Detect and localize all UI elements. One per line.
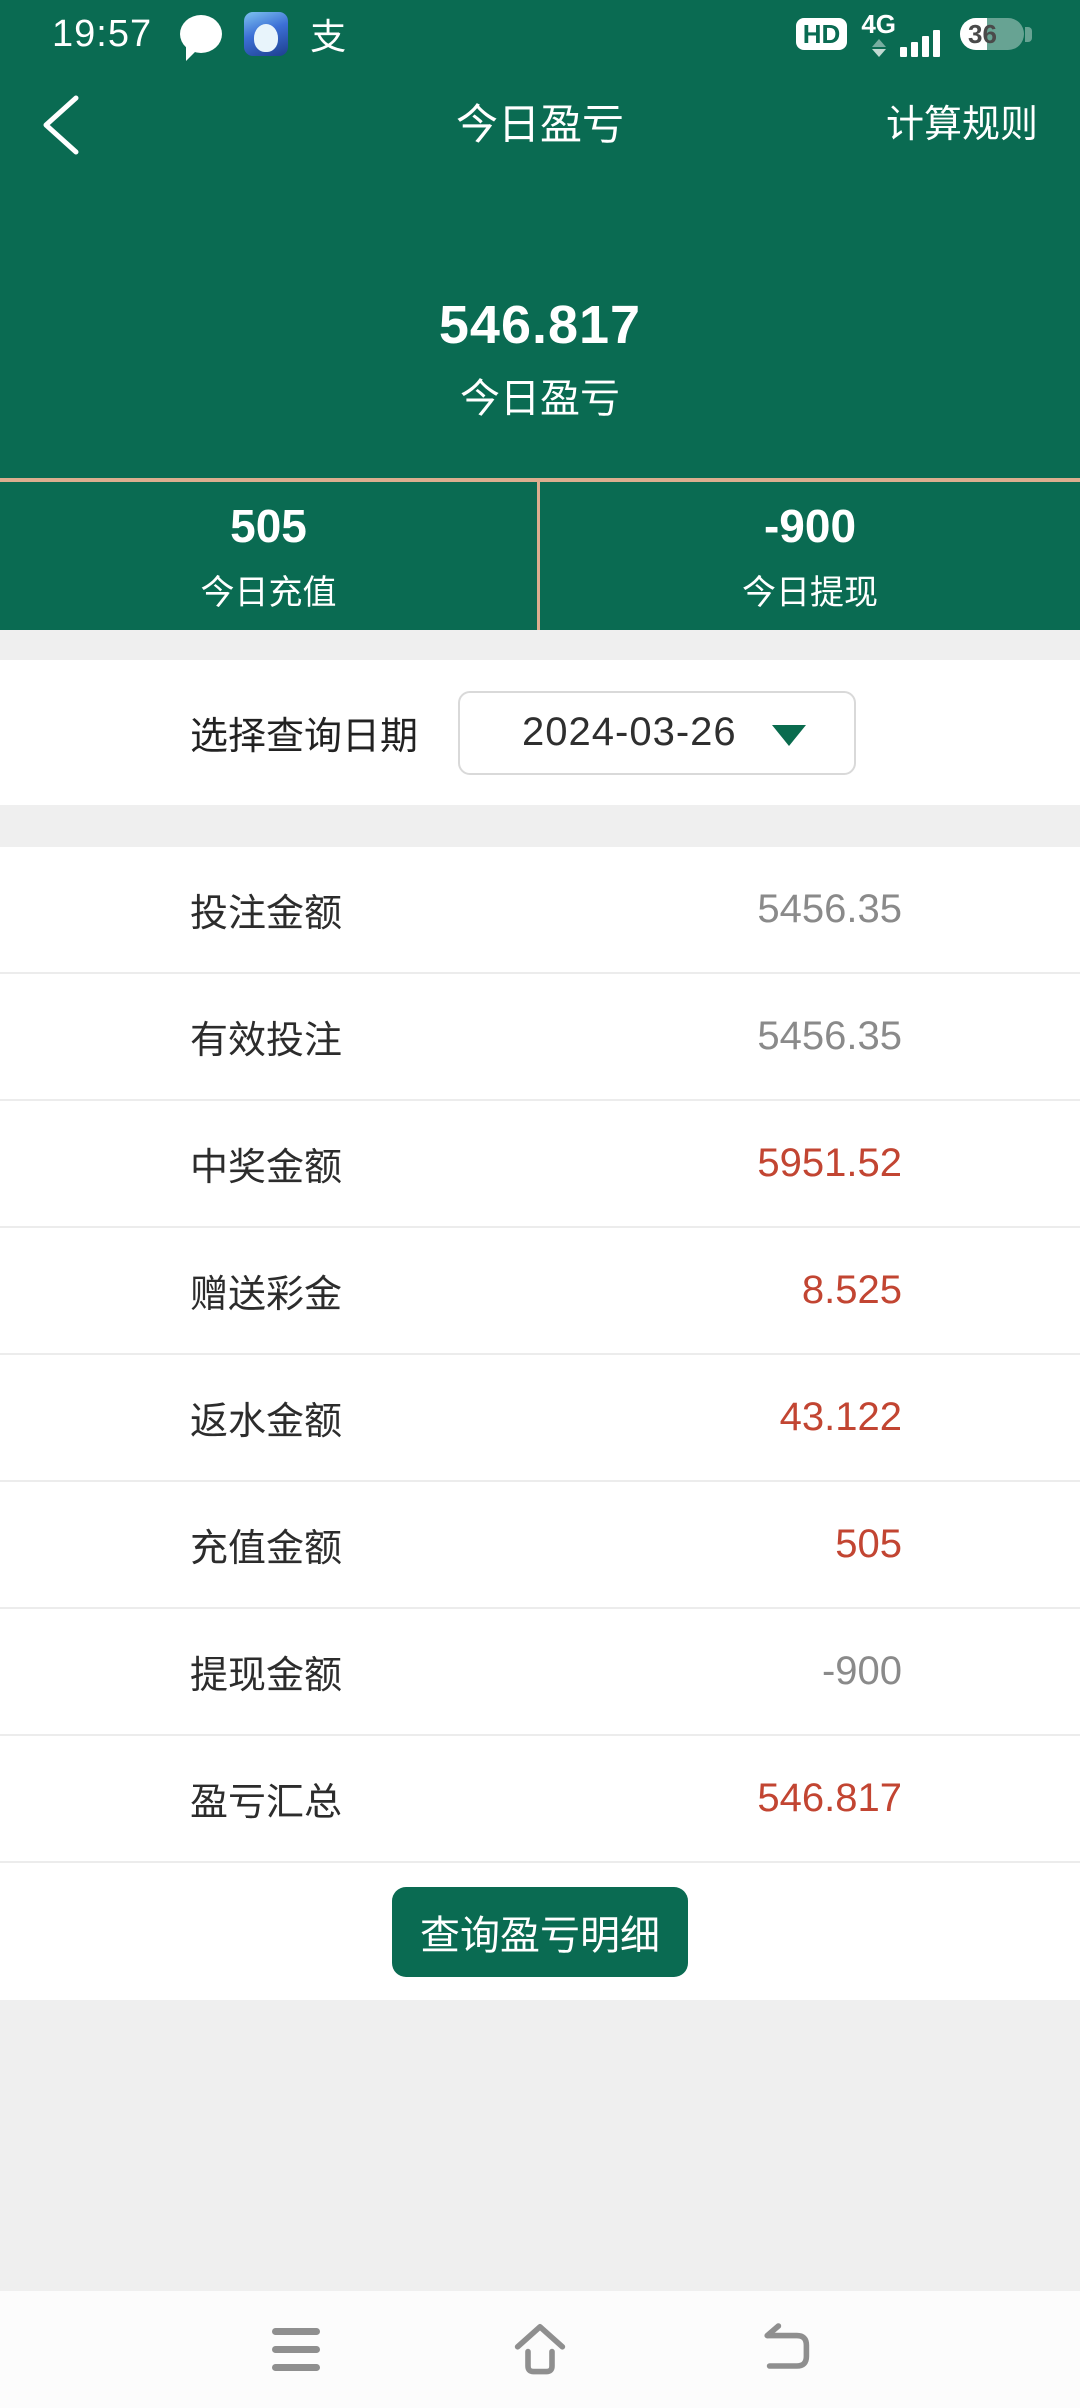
today-deposit-label: 今日充值 bbox=[200, 573, 337, 612]
menu-icon bbox=[272, 2328, 320, 2371]
status-bar: 19:57 支 HD 4G bbox=[52, 8, 1032, 61]
signal-bars-icon bbox=[900, 30, 940, 57]
chevron-left-icon bbox=[43, 95, 79, 155]
app-bar: 今日盈亏 计算规则 bbox=[0, 88, 1080, 162]
today-deposit-column: 505 今日充值 bbox=[0, 482, 540, 630]
date-picker-row: 选择查询日期 2024-03-26 bbox=[0, 660, 1080, 805]
spacer bbox=[0, 805, 1080, 847]
network-indicator: 4G bbox=[861, 11, 940, 57]
row-label: 提现金额 bbox=[190, 1655, 343, 1697]
hd-icon: HD bbox=[795, 17, 848, 51]
list-item: 返水金额 43.122 bbox=[0, 1355, 1080, 1482]
calculation-rules-link[interactable]: 计算规则 bbox=[885, 104, 1038, 146]
row-value: 43.122 bbox=[779, 1395, 902, 1439]
home-icon bbox=[514, 2323, 566, 2374]
profit-detail-list: 投注金额 5456.35 有效投注 5456.35 中奖金额 5951.52 赠… bbox=[0, 847, 1080, 1863]
list-item: 提现金额 -900 bbox=[0, 1609, 1080, 1736]
date-picker-label: 选择查询日期 bbox=[190, 716, 419, 758]
row-value: -900 bbox=[821, 1649, 902, 1693]
today-deposit-value: 505 bbox=[230, 499, 307, 552]
spacer bbox=[0, 2000, 1080, 2291]
today-withdraw-column: -900 今日提现 bbox=[540, 482, 1080, 630]
list-item: 有效投注 5456.35 bbox=[0, 974, 1080, 1101]
page-title: 今日盈亏 bbox=[455, 101, 624, 148]
list-item: 中奖金额 5951.52 bbox=[0, 1101, 1080, 1228]
network-type-label: 4G bbox=[861, 9, 896, 39]
row-label: 有效投注 bbox=[190, 1020, 343, 1062]
data-updown-icon bbox=[871, 39, 886, 57]
row-label: 返水金额 bbox=[190, 1401, 343, 1443]
row-value: 5456.35 bbox=[757, 1014, 902, 1058]
row-label: 充值金额 bbox=[190, 1528, 343, 1570]
list-item: 赠送彩金 8.525 bbox=[0, 1228, 1080, 1355]
hero-header: 19:57 支 HD 4G bbox=[0, 0, 1080, 478]
today-withdraw-value: -900 bbox=[763, 499, 857, 552]
row-value: 5456.35 bbox=[757, 887, 902, 931]
android-navbar bbox=[0, 2291, 1080, 2408]
row-value: 5951.52 bbox=[757, 1141, 902, 1185]
alipay-icon: 支 bbox=[310, 16, 347, 57]
row-value: 505 bbox=[835, 1522, 902, 1566]
button-section: 查询盈亏明细 bbox=[0, 1863, 1080, 2000]
date-dropdown[interactable]: 2024-03-26 bbox=[458, 690, 857, 775]
list-item: 投注金额 5456.35 bbox=[0, 847, 1080, 974]
list-item: 充值金额 505 bbox=[0, 1482, 1080, 1609]
back-button[interactable] bbox=[38, 94, 98, 156]
row-label: 投注金额 bbox=[190, 893, 343, 935]
row-label: 盈亏汇总 bbox=[190, 1782, 343, 1824]
row-label: 赠送彩金 bbox=[190, 1274, 343, 1316]
today-withdraw-label: 今日提现 bbox=[742, 573, 878, 612]
back-arrow-icon bbox=[764, 2322, 810, 2369]
battery-percent: 36 bbox=[968, 19, 997, 49]
today-profit-label: 今日盈亏 bbox=[460, 377, 620, 421]
home-button[interactable] bbox=[508, 2318, 572, 2382]
spacer bbox=[0, 630, 1080, 660]
chevron-down-icon bbox=[772, 724, 807, 746]
app-notification-icon bbox=[244, 12, 289, 56]
date-dropdown-value: 2024-03-26 bbox=[522, 710, 737, 754]
query-profit-detail-button[interactable]: 查询盈亏明细 bbox=[392, 1886, 688, 1977]
clock: 19:57 bbox=[52, 12, 153, 55]
battery-indicator: 36 bbox=[954, 18, 1032, 50]
list-item: 盈亏汇总 546.817 bbox=[0, 1736, 1080, 1863]
row-label: 中奖金额 bbox=[190, 1147, 343, 1189]
menu-button[interactable] bbox=[264, 2318, 328, 2382]
battery-nub bbox=[1025, 26, 1032, 42]
summary-columns: 505 今日充值 -900 今日提现 bbox=[0, 478, 1080, 630]
row-value: 546.817 bbox=[757, 1776, 902, 1820]
battery-fill bbox=[960, 18, 987, 50]
back-nav-button[interactable] bbox=[752, 2318, 816, 2382]
message-notification-icon bbox=[180, 15, 223, 61]
today-profit-amount: 546.817 bbox=[438, 295, 642, 355]
row-value: 8.525 bbox=[801, 1268, 902, 1312]
